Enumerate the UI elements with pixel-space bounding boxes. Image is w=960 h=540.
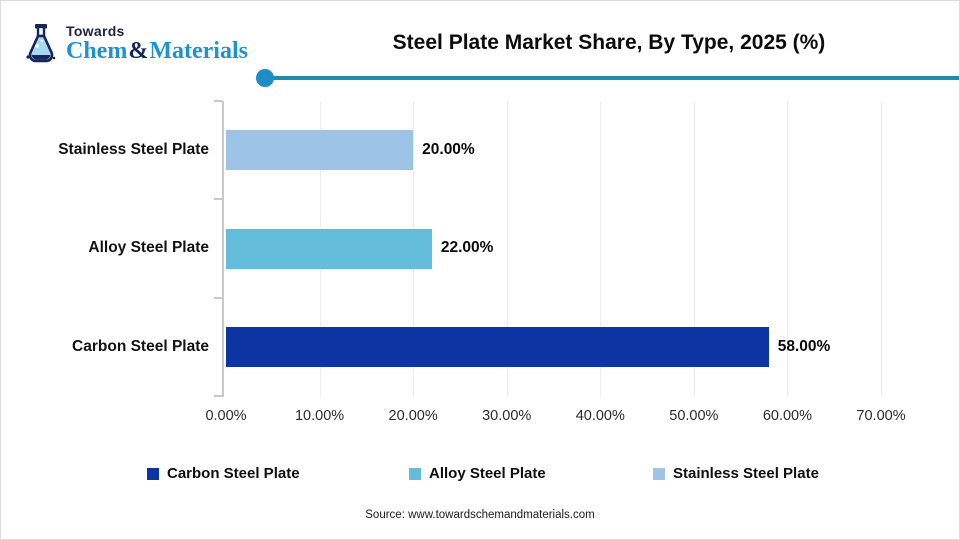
category-label: Alloy Steel Plate — [88, 239, 209, 257]
bar-carbon-steel-plate — [226, 326, 769, 367]
chart-title: Steel Plate Market Share, By Type, 2025 … — [392, 31, 826, 54]
y-axis-tick — [214, 395, 222, 397]
brand-name: Towards Chem&Materials — [66, 23, 248, 65]
brand-chem-materials: Chem&Materials — [66, 38, 248, 65]
x-tick-label: 30.00% — [482, 408, 532, 424]
header-rule-dot — [256, 69, 274, 87]
header-rule — [265, 76, 959, 80]
x-tick-label: 40.00% — [575, 408, 625, 424]
gridline — [787, 101, 789, 396]
legend-label: Carbon Steel Plate — [167, 465, 300, 482]
flask-icon — [26, 24, 56, 63]
category-label: Carbon Steel Plate — [72, 337, 209, 355]
y-axis-line — [222, 101, 224, 397]
y-axis-tick — [214, 100, 222, 102]
brand-logo: Towards Chem&Materials — [23, 23, 248, 65]
gridline — [693, 101, 695, 396]
x-tick-label: 60.00% — [762, 408, 813, 424]
category-label: Stainless Steel Plate — [58, 141, 209, 159]
x-tick-label: 50.00% — [669, 408, 719, 424]
x-tick-label: 0.00% — [205, 408, 247, 424]
legend-item-alloy-steel-plate: Alloy Steel Plate — [409, 465, 546, 482]
bar-value-label: 20.00% — [422, 141, 475, 159]
legend-label: Alloy Steel Plate — [429, 465, 546, 482]
brand-towards: Towards — [66, 23, 125, 39]
bar-stainless-steel-plate — [226, 130, 414, 171]
legend-item-stainless-steel-plate: Stainless Steel Plate — [653, 465, 819, 482]
brand-ampersand: & — [128, 38, 149, 65]
plot-area — [226, 101, 882, 396]
gridline — [506, 101, 508, 396]
bar-value-label: 58.00% — [777, 337, 831, 355]
x-tick-label: 10.00% — [294, 408, 345, 424]
bar-value-label: 22.00% — [440, 239, 494, 257]
legend-item-carbon-steel-plate: Carbon Steel Plate — [147, 465, 300, 482]
bar-alloy-steel-plate — [226, 228, 432, 269]
gridline — [881, 101, 882, 396]
gridline — [600, 101, 602, 396]
legend-swatch — [147, 467, 159, 480]
x-tick-label: 70.00% — [856, 408, 906, 424]
y-axis-tick — [214, 296, 222, 299]
legend-swatch — [653, 467, 665, 480]
legend-swatch — [409, 467, 421, 480]
y-axis-tick — [214, 198, 222, 201]
source-text: Source: www.towardschemandmaterials.com — [365, 509, 595, 521]
legend-label: Stainless Steel Plate — [673, 465, 819, 482]
x-tick-label: 20.00% — [388, 408, 438, 424]
